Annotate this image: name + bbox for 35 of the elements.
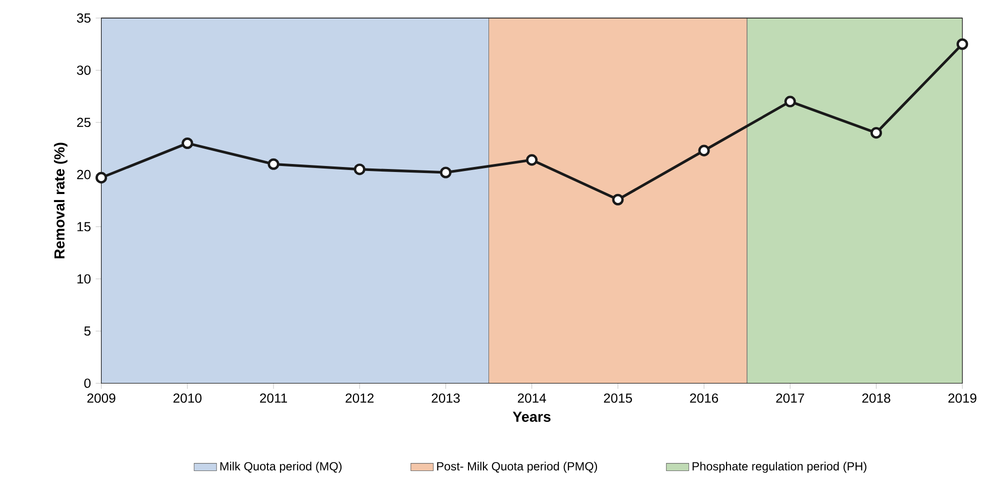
x-tick-label: 2009 bbox=[87, 393, 116, 403]
point bbox=[870, 126, 882, 138]
y-axis-title: Removal rate (%) bbox=[54, 142, 68, 258]
y-tick-label: 25 bbox=[77, 118, 91, 127]
legend-label: Phosphate regulation period (PH) bbox=[692, 462, 866, 473]
x-tick-label: 2012 bbox=[346, 393, 374, 403]
x-tick-label: 2019 bbox=[948, 393, 976, 403]
x-tick-label: 2015 bbox=[604, 393, 632, 403]
point bbox=[956, 38, 968, 50]
x-tick-label: 2013 bbox=[432, 393, 460, 403]
x-tick-label: 2018 bbox=[862, 393, 890, 403]
point bbox=[268, 158, 280, 170]
x-tick-label: 2010 bbox=[173, 393, 202, 403]
x-axis-title: Years bbox=[512, 412, 550, 422]
point bbox=[612, 194, 624, 206]
x-tick-label: 2017 bbox=[776, 393, 804, 403]
legend-label: Milk Quota period (MQ) bbox=[220, 462, 342, 473]
x-tick-label: 2014 bbox=[518, 393, 546, 403]
point bbox=[440, 166, 452, 178]
y-tick-label: 15 bbox=[77, 222, 91, 232]
y-tick-label: 0 bbox=[84, 378, 91, 388]
point bbox=[698, 144, 710, 156]
point bbox=[96, 172, 108, 184]
y-tick-label: 35 bbox=[76, 13, 91, 23]
x-tick-label: 2016 bbox=[690, 393, 718, 403]
x-tick-label: 2011 bbox=[260, 393, 287, 403]
point bbox=[354, 163, 366, 175]
point bbox=[182, 137, 194, 149]
point bbox=[784, 96, 796, 108]
y-tick-label: 30 bbox=[76, 65, 91, 75]
y-tick-label: 5 bbox=[84, 326, 91, 336]
legend-label: Post- Milk Quota period (PMQ) bbox=[437, 462, 598, 473]
y-tick-label: 20 bbox=[77, 170, 91, 180]
y-tick-label: 10 bbox=[77, 274, 91, 284]
point bbox=[526, 154, 538, 166]
